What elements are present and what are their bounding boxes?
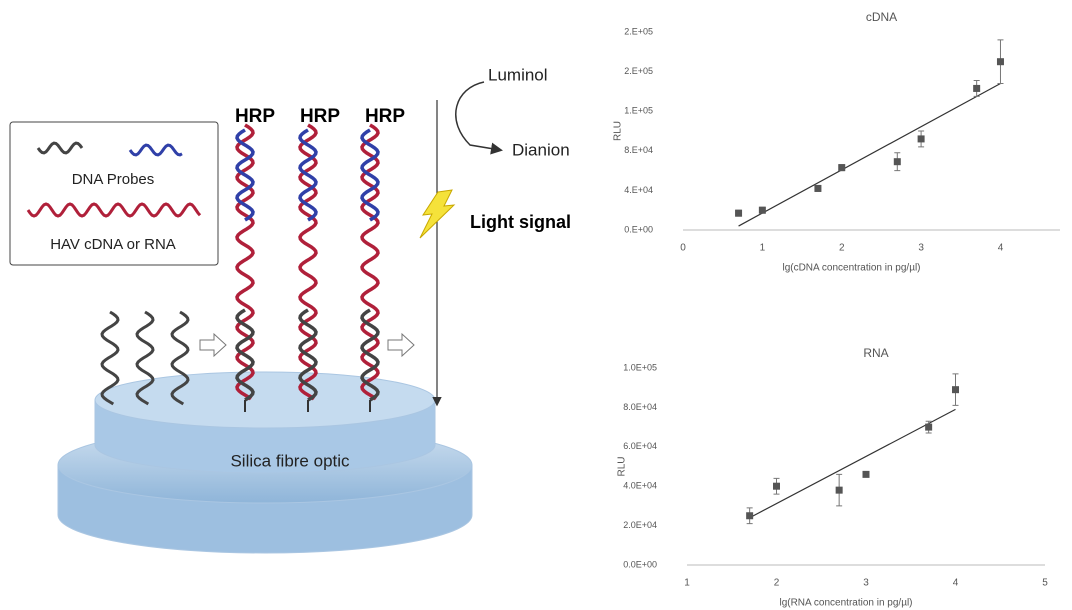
x-tick-label: 1	[684, 578, 690, 589]
data-point	[918, 135, 925, 142]
figure: Silica fibre optic DNA Probes HAV cDNA o…	[0, 0, 1072, 610]
step-arrow	[388, 334, 414, 356]
y-tick-label: 2.0E+04	[623, 520, 657, 530]
legend-target: HAV cDNA or RNA	[50, 236, 176, 253]
y-tick-label: 8.0E+04	[623, 402, 657, 412]
x-tick-label: 5	[1042, 578, 1048, 589]
y-tick-label: 1.0E+05	[623, 362, 657, 372]
y-axis-label: RLU	[613, 121, 624, 141]
y-tick-label: 1.E+05	[624, 106, 653, 116]
data-point	[973, 85, 980, 92]
hrp-label: HRP	[235, 106, 275, 127]
trend-line	[750, 409, 956, 517]
data-point	[894, 158, 901, 165]
chart-title: cDNA	[866, 10, 897, 24]
chart-title: RNA	[863, 346, 888, 360]
hrp-label: HRP	[300, 106, 340, 127]
y-axis-label: RLU	[617, 456, 628, 476]
legend-probes: DNA Probes	[72, 171, 155, 188]
trend-line	[739, 83, 1001, 226]
y-tick-label: 4.0E+04	[623, 481, 657, 491]
y-tick-label: 8.E+04	[624, 145, 653, 155]
x-tick-label: 4	[998, 243, 1004, 254]
reaction-arrow	[456, 82, 500, 150]
data-point	[925, 424, 932, 431]
step-arrow	[200, 334, 226, 356]
data-point	[746, 512, 753, 519]
x-tick-label: 0	[680, 243, 686, 254]
x-tick-label: 2	[839, 243, 845, 254]
x-tick-label: 3	[863, 578, 869, 589]
y-tick-label: 2.E+05	[624, 26, 653, 36]
y-tick-label: 0.E+00	[624, 224, 653, 234]
x-tick-label: 1	[760, 243, 766, 254]
x-axis-label: lg(RNA concentration in pg/µl)	[779, 598, 912, 609]
data-point	[952, 386, 959, 393]
data-point	[735, 210, 742, 217]
fibre-label: Silica fibre optic	[230, 451, 350, 470]
dianion-label: Dianion	[512, 140, 570, 159]
data-point	[759, 207, 766, 214]
y-tick-label: 6.0E+04	[623, 441, 657, 451]
x-tick-label: 4	[953, 578, 959, 589]
x-tick-label: 3	[918, 243, 924, 254]
data-point	[773, 483, 780, 490]
data-point	[997, 58, 1004, 65]
y-tick-label: 4.E+04	[624, 185, 653, 195]
data-point	[863, 471, 870, 478]
x-tick-label: 2	[774, 578, 780, 589]
x-axis-label: lg(cDNA concentration in pg/µl)	[782, 263, 920, 274]
data-point	[838, 164, 845, 171]
data-point	[814, 185, 821, 192]
y-tick-label: 2.E+05	[624, 66, 653, 76]
luminol-label: Luminol	[488, 65, 548, 84]
data-point	[836, 487, 843, 494]
y-tick-label: 0.0E+00	[623, 559, 657, 569]
light-signal-label: Light signal	[470, 212, 571, 232]
